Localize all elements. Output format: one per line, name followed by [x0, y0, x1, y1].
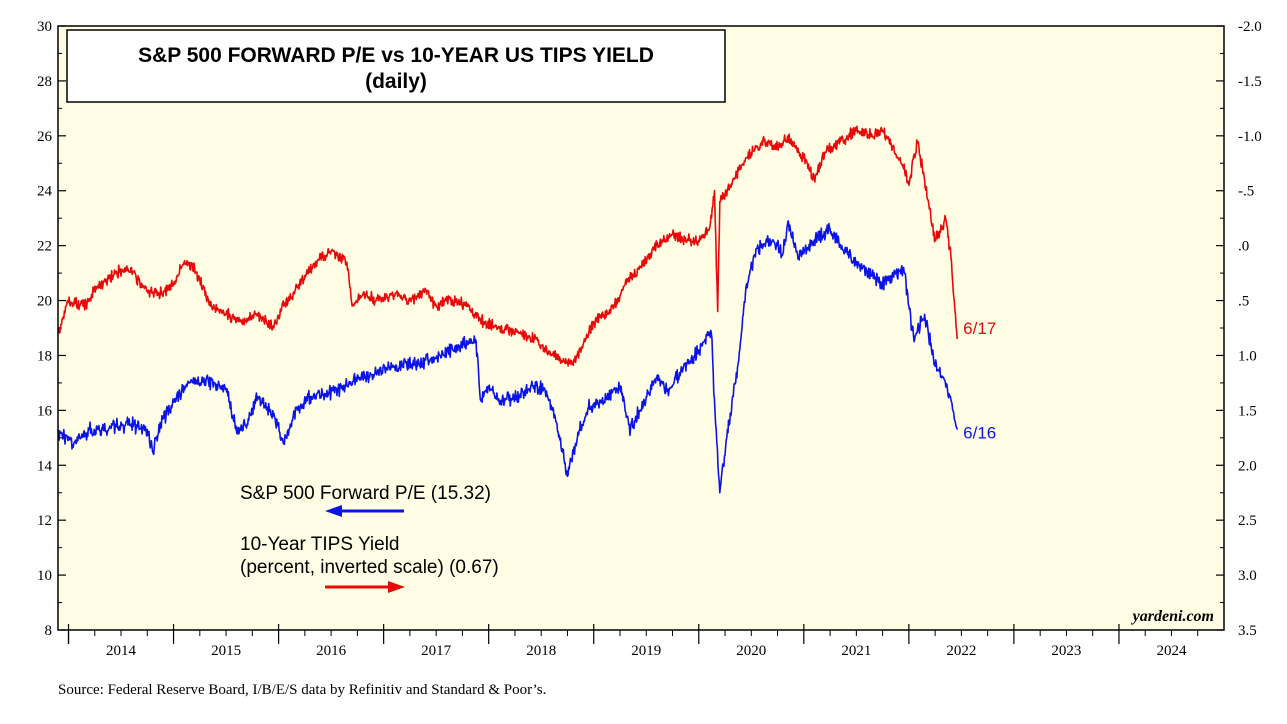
x-tick-label: 2017: [421, 643, 452, 659]
y-right-tick-label: 2.0: [1238, 458, 1257, 474]
pe-series-line: [57, 220, 958, 494]
x-tick-label: 2018: [526, 643, 556, 659]
y-left-tick-label: 20: [37, 294, 52, 310]
x-tick-label: 2020: [736, 643, 766, 659]
x-tick-label: 2014: [106, 643, 137, 659]
y-right-tick-label: -2.0: [1238, 19, 1262, 35]
x-tick-label: 2015: [211, 643, 241, 659]
y-left-tick-label: 14: [37, 458, 53, 474]
tips-end-label: 6/17: [963, 319, 996, 338]
x-tick-label: 2024: [1156, 643, 1187, 659]
plot-area: [58, 26, 1224, 630]
legend-tips-arrow: [325, 581, 405, 593]
y-left-tick-label: 16: [37, 403, 53, 419]
y-right-tick-label: 3.0: [1238, 568, 1257, 584]
x-tick-label: 2022: [946, 643, 976, 659]
y-left-tick-label: 26: [37, 129, 53, 145]
y-right-tick-label: -1.5: [1238, 74, 1262, 90]
y-right-tick-label: 3.5: [1238, 623, 1257, 639]
series-layer: [57, 125, 958, 494]
legend-pe-label: S&P 500 Forward P/E (15.32): [240, 483, 491, 504]
y-left-tick-label: 18: [37, 348, 52, 364]
x-tick-label: 2023: [1051, 643, 1081, 659]
plot-frame: [57, 25, 1225, 631]
y-right-tick-label: .5: [1238, 294, 1249, 310]
y-right-tick-label: -.5: [1238, 184, 1254, 200]
y-left-tick-label: 10: [37, 568, 52, 584]
y-right-tick-label: 1.0: [1238, 348, 1257, 364]
y-left-tick-label: 30: [37, 19, 52, 35]
chart-title: S&P 500 FORWARD P/E vs 10-YEAR US TIPS Y…: [138, 44, 654, 67]
y-left-tick-label: 22: [37, 239, 52, 255]
x-tick-label: 2021: [841, 643, 871, 659]
tips-series-line: [57, 125, 958, 367]
legend-pe-arrow: [325, 505, 404, 517]
y-left-tick-label: 12: [37, 513, 52, 529]
y-left-tick-label: 28: [37, 74, 52, 90]
y-right-tick-label: 1.5: [1238, 403, 1257, 419]
source-note: Source: Federal Reserve Board, I/B/E/S d…: [58, 682, 547, 698]
chart-subtitle: (daily): [365, 70, 427, 93]
y-right-tick-label: .0: [1238, 239, 1249, 255]
y-right-tick-label: -1.0: [1238, 129, 1262, 145]
legend-tips-label-2: (percent, inverted scale) (0.67): [240, 557, 499, 578]
watermark: yardeni.com: [1131, 608, 1214, 625]
x-tick-label: 2016: [316, 643, 347, 659]
x-tick-label: 2019: [631, 643, 661, 659]
y-right-tick-label: 2.5: [1238, 513, 1257, 529]
pe-end-label: 6/16: [963, 424, 996, 443]
y-left-tick-label: 8: [45, 623, 53, 639]
title-box: [66, 29, 726, 103]
y-left-tick-label: 24: [37, 184, 53, 200]
legend-tips-label-1: 10-Year TIPS Yield: [240, 534, 400, 555]
